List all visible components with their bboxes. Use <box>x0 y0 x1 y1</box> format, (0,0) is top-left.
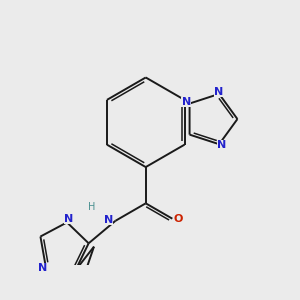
Text: H: H <box>88 202 96 212</box>
Text: N: N <box>217 140 226 150</box>
Text: O: O <box>173 214 183 224</box>
Text: N: N <box>64 214 73 224</box>
Text: N: N <box>103 214 113 224</box>
Text: N: N <box>214 87 223 97</box>
Text: N: N <box>182 97 191 107</box>
Text: N: N <box>38 263 47 273</box>
